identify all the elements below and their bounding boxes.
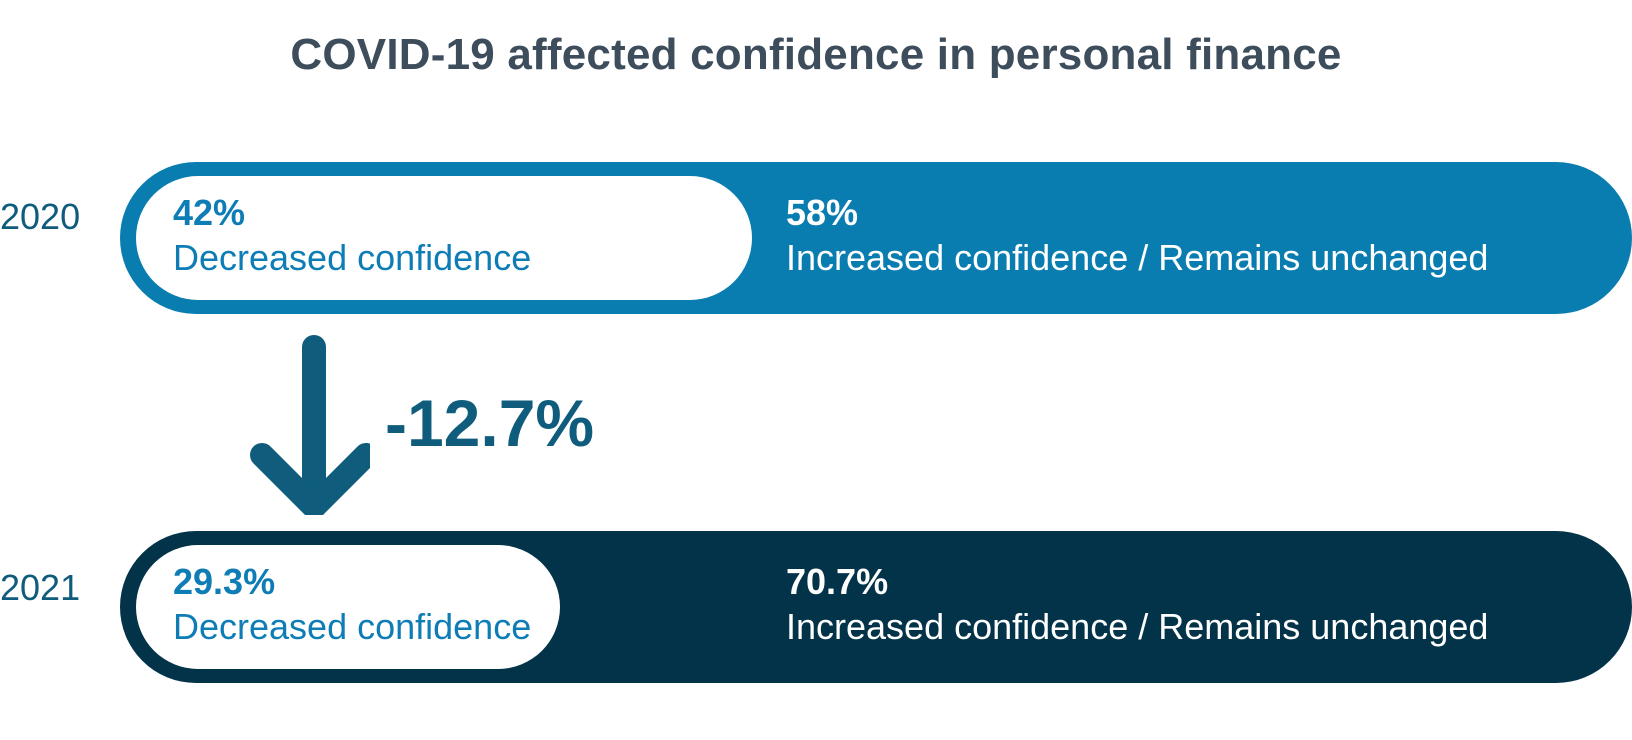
increased-value-2020: 58% (786, 192, 859, 233)
year-label-2021: 2021 (0, 567, 81, 608)
decreased-text-2021: 29.3% Decreased confidence (173, 559, 531, 649)
down-arrow-icon (250, 335, 370, 515)
stacked-bar-2021: 29.3% Decreased confidence 70.7% Increas… (120, 531, 1632, 683)
increased-text-2020: 58% Increased confidence / Remains uncha… (786, 190, 1488, 280)
decreased-value-2021: 29.3% (173, 561, 276, 602)
chart-title: COVID-19 affected confidence in personal… (290, 30, 1342, 79)
decreased-label-2020: Decreased confidence (173, 237, 532, 278)
stacked-bar-2020: 42% Decreased confidence 58% Increased c… (120, 162, 1632, 314)
decreased-segment-2021 (136, 545, 560, 669)
increased-text-2021: 70.7% Increased confidence / Remains unc… (786, 559, 1488, 649)
increased-value-2021: 70.7% (786, 561, 889, 602)
decreased-text-2020: 42% Decreased confidence (173, 190, 531, 280)
increased-label-2021: Increased confidence / Remains unchanged (786, 606, 1489, 647)
change-value: -12.7% (385, 386, 595, 460)
decreased-segment-2020 (136, 176, 752, 300)
year-label-2020: 2020 (0, 196, 81, 237)
increased-label-2020: Increased confidence / Remains unchanged (786, 237, 1489, 278)
decreased-value-2020: 42% (173, 192, 246, 233)
decreased-label-2021: Decreased confidence (173, 606, 532, 647)
